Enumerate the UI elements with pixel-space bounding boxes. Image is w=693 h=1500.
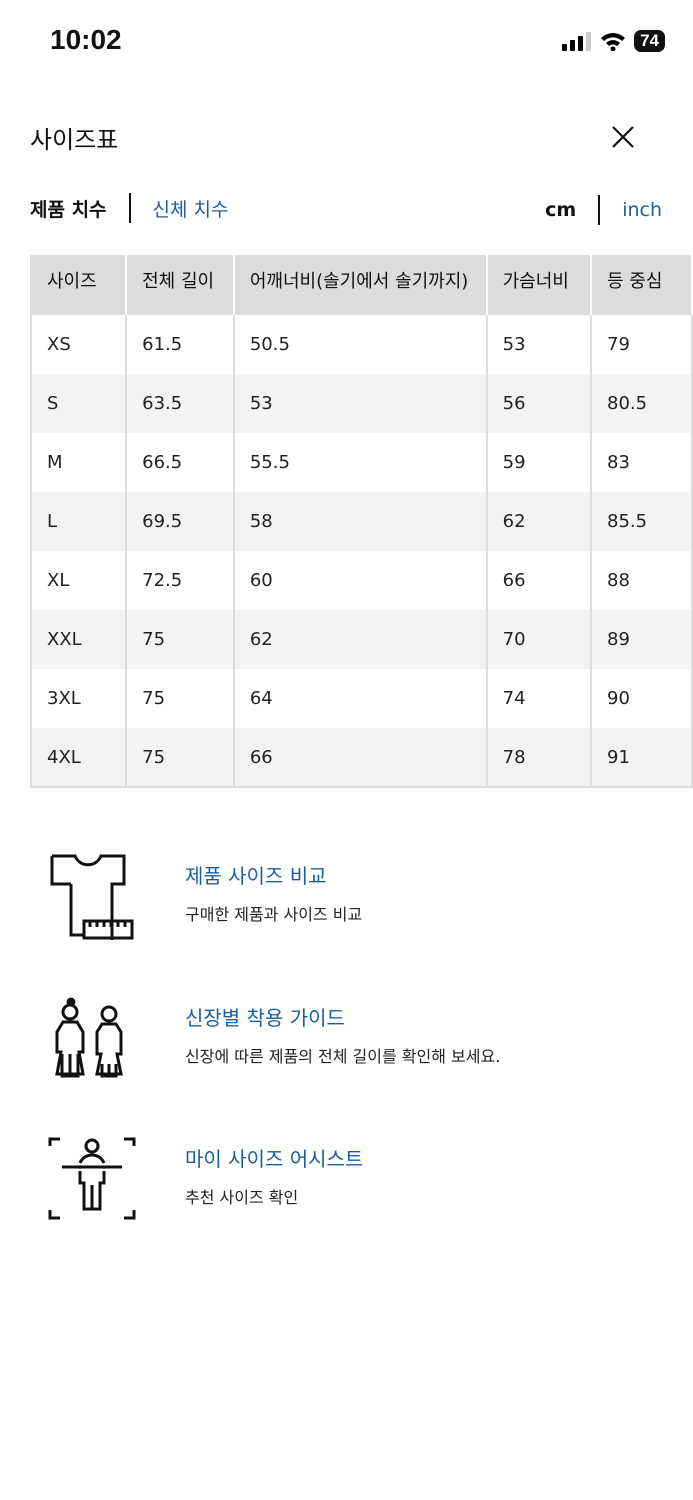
divider <box>598 195 601 225</box>
battery-indicator: 74 <box>634 30 665 52</box>
two-people-icon <box>55 997 123 1078</box>
table-cell: 85.5 <box>591 492 693 551</box>
column-header: 어깨너비(솔기에서 솔기까지) <box>233 255 488 315</box>
table-row: L 69.5 58 62 85.5 <box>32 492 693 551</box>
table-cell: 78 <box>486 728 593 788</box>
table-cell: 74 <box>486 669 593 728</box>
table-cell: 66 <box>233 728 488 788</box>
height-fit-guide[interactable]: 신장별 착용 가이드 신장에 따른 제품의 전체 길이를 확인해 보세요. <box>46 992 500 1082</box>
status-time: 10:02 <box>50 24 122 55</box>
close-icon[interactable] <box>606 120 640 154</box>
table-cell: 60 <box>233 551 488 610</box>
page-title: 사이즈표 <box>30 126 119 154</box>
column-header: 가슴너비 <box>486 255 593 315</box>
table-cell: 72.5 <box>126 551 235 610</box>
wifi-icon <box>601 33 626 51</box>
tab-body-dimensions[interactable]: 신체 치수 <box>152 198 229 221</box>
table-cell: 62 <box>486 492 593 551</box>
column-header: 등 중심 <box>591 255 693 315</box>
table-cell: 61.5 <box>126 315 235 374</box>
product-size-compare[interactable]: 제품 사이즈 비교 구매한 제품과 사이즈 비교 <box>46 850 362 940</box>
table-row: 3XL 75 64 74 90 <box>32 669 693 728</box>
unit-inch[interactable]: inch <box>622 199 662 221</box>
feature-description: 신장에 따른 제품의 전체 길이를 확인해 보세요. <box>185 1047 501 1066</box>
feature-description: 추천 사이즈 확인 <box>185 1188 299 1207</box>
table-header: 사이즈 전체 길이 어깨너비(솔기에서 솔기까지) 가슴너비 등 중심 <box>32 255 693 315</box>
table-cell: 55.5 <box>233 433 488 492</box>
table-cell: 66 <box>486 551 593 610</box>
table-cell: 75 <box>126 610 235 669</box>
table-cell: 79 <box>591 315 693 374</box>
table-cell: 75 <box>126 728 235 788</box>
column-header: 전체 길이 <box>126 255 235 315</box>
feature-title[interactable]: 제품 사이즈 비교 <box>185 864 327 888</box>
table-cell: XS <box>32 315 128 374</box>
divider <box>128 193 131 223</box>
table-row: M 66.5 55.5 59 83 <box>32 433 693 492</box>
table-row: S 63.5 53 56 80.5 <box>32 374 693 433</box>
table-row: XS 61.5 50.5 53 79 <box>32 315 693 374</box>
feature-title[interactable]: 신장별 착용 가이드 <box>185 1006 345 1030</box>
size-table[interactable]: 사이즈 전체 길이 어깨너비(솔기에서 솔기까지) 가슴너비 등 중심 XS 61.5 50… <box>30 255 693 788</box>
table-cell: 90 <box>591 669 693 728</box>
table-cell: 53 <box>233 374 488 433</box>
table-cell: 62 <box>233 610 488 669</box>
table-cell: 63.5 <box>126 374 235 433</box>
table-cell: 50.5 <box>233 315 488 374</box>
my-size-assist[interactable]: 마이 사이즈 어시스트 추천 사이즈 확인 <box>46 1133 363 1223</box>
table-cell: 56 <box>486 374 593 433</box>
table-cell: 80.5 <box>591 374 693 433</box>
body-scan-icon <box>48 1137 136 1220</box>
table-cell: 3XL <box>32 669 128 728</box>
table-row: 4XL 75 66 78 91 <box>32 728 693 788</box>
unit-toggle: cm inch <box>545 195 662 225</box>
table-cell: XL <box>32 551 128 610</box>
tab-product-dimensions[interactable]: 제품 치수 <box>30 198 107 221</box>
feature-title[interactable]: 마이 사이즈 어시스트 <box>185 1147 364 1171</box>
table-cell: XXL <box>32 610 128 669</box>
table-cell: 59 <box>486 433 593 492</box>
signal-icon <box>562 32 592 51</box>
table-cell: 58 <box>233 492 488 551</box>
table-cell: 70 <box>486 610 593 669</box>
table-cell: 75 <box>126 669 235 728</box>
shirt-ruler-icon <box>50 854 134 940</box>
table-row: XXL 75 62 70 89 <box>32 610 693 669</box>
table-cell: 83 <box>591 433 693 492</box>
measurement-tabs: 제품 치수 신체 치수 <box>30 193 229 223</box>
table-cell: L <box>32 492 128 551</box>
table-cell: 53 <box>486 315 593 374</box>
feature-description: 구매한 제품과 사이즈 비교 <box>185 905 363 924</box>
table-cell: 66.5 <box>126 433 235 492</box>
table-cell: 64 <box>233 669 488 728</box>
column-header: 사이즈 <box>32 255 128 315</box>
table-cell: 88 <box>591 551 693 610</box>
table-cell: M <box>32 433 128 492</box>
table-cell: 4XL <box>32 728 128 788</box>
table-cell: 91 <box>591 728 693 788</box>
table-row: XL 72.5 60 66 88 <box>32 551 693 610</box>
unit-cm[interactable]: cm <box>545 199 577 221</box>
status-bar: 10:02 74 <box>0 0 693 86</box>
table-cell: 89 <box>591 610 693 669</box>
table-cell: S <box>32 374 128 433</box>
table-cell: 69.5 <box>126 492 235 551</box>
